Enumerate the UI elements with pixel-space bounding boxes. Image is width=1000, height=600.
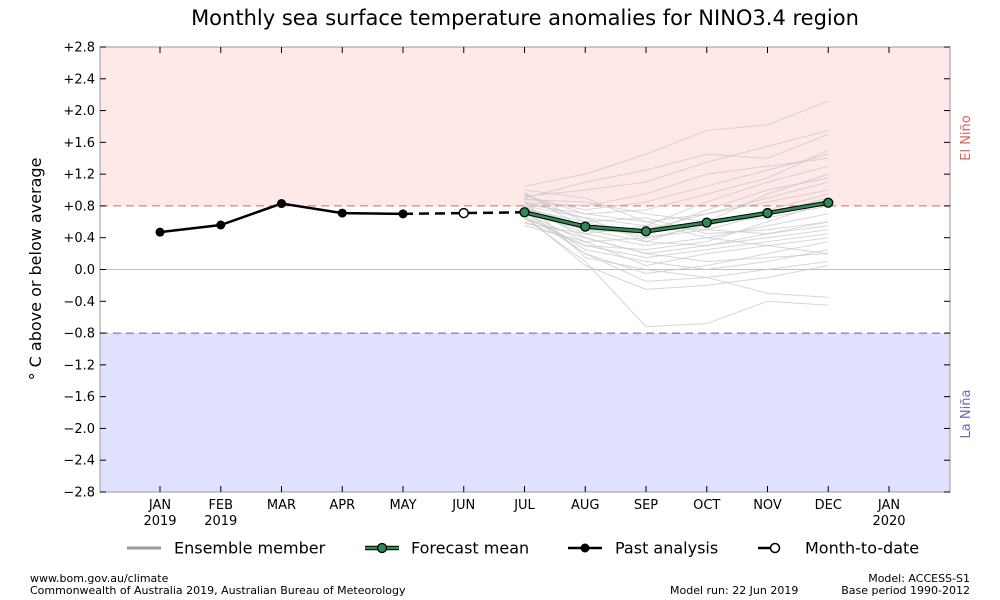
el-nino-label: El Niño (959, 115, 974, 161)
ensemble-member-line (524, 129, 829, 197)
ensemble-member-line (524, 221, 829, 259)
ensemble-member-line (524, 177, 829, 235)
y-tick-label: +2.4 (63, 72, 95, 87)
x-tick-label: MAY (389, 498, 416, 513)
y-tick-label: +0.4 (63, 231, 95, 246)
ensemble-member-line (524, 215, 829, 290)
footer-model: Model: ACCESS-S1 (868, 572, 970, 585)
ensemble-member-line (524, 189, 829, 255)
chart-title: Monthly sea surface temperature anomalie… (191, 6, 859, 30)
y-tick-label: +2.0 (63, 104, 95, 119)
y-tick-label: −2.8 (63, 486, 95, 501)
x-tick-label: OCT (693, 498, 720, 513)
ensemble-member-line (524, 218, 829, 263)
ensemble-member-line (524, 212, 829, 267)
ensemble-member-line (524, 200, 829, 298)
ensemble-member-line (524, 165, 829, 227)
month-to-date-line (402, 211, 525, 216)
el-nino-region (100, 47, 950, 206)
legend-label: Forecast mean (411, 539, 529, 558)
x-tick-label: JUN (451, 498, 475, 513)
y-tick-label: +1.6 (63, 136, 95, 151)
y-tick-label: +0.8 (63, 199, 95, 214)
x-tick-label: JUL (513, 498, 535, 513)
la-nina-region (100, 333, 950, 492)
x-tick-label: AUG (571, 498, 599, 513)
y-tick-label: −1.6 (63, 390, 95, 405)
x-tick-label: JAN 2020 (872, 498, 905, 529)
x-tick-label: FEB 2019 (204, 498, 237, 529)
legend-forecast-marker (376, 542, 388, 554)
forecast-mean-point (823, 197, 834, 208)
forecast-mean-point (640, 226, 652, 237)
y-tick-label: −2.0 (63, 422, 95, 437)
ensemble-member-line (524, 157, 829, 207)
ensemble-member-line (524, 201, 829, 251)
forecast-mean-line (524, 201, 829, 233)
month-to-date-point (458, 207, 469, 219)
y-tick-label: −0.8 (63, 327, 95, 342)
forecast-mean-point (580, 221, 591, 232)
forecast-mean-point (762, 207, 773, 219)
ensemble-member-line (524, 189, 829, 223)
legend-label: Ensemble member (174, 539, 326, 558)
past-analysis-point (155, 227, 165, 237)
past-analysis-point (216, 220, 226, 230)
y-tick-label: 0.0 (74, 263, 95, 278)
legend-label: Month-to-date (805, 539, 919, 558)
ensemble-member-line (524, 209, 829, 247)
legend-mtd-marker (769, 542, 781, 554)
footer-base-period: Base period 1990-2012 (841, 584, 970, 597)
past-analysis-point (277, 199, 286, 209)
y-tick-label: −1.2 (63, 358, 95, 373)
ensemble-member-line (524, 153, 829, 211)
legend-past-marker (580, 543, 590, 553)
footer-url: www.bom.gov.au/climate (30, 572, 169, 585)
footer-model-run: Model run: 22 Jun 2019 (670, 584, 799, 597)
x-tick-label: NOV (753, 498, 782, 513)
ensemble-member-line (524, 133, 829, 199)
y-axis-label: ° C above or below average (26, 158, 45, 381)
legend-label: Past analysis (615, 539, 718, 558)
past-analysis-point (337, 208, 347, 218)
y-tick-label: +1.2 (63, 168, 95, 183)
x-tick-label: MAR (267, 498, 296, 513)
ensemble-member-line (524, 217, 829, 328)
ensemble-member-line (524, 210, 829, 282)
forecast-mean-point (701, 217, 712, 228)
forecast-mean-point (519, 207, 530, 218)
y-tick-label: −0.4 (63, 295, 95, 310)
footer-copyright: Commonwealth of Australia 2019, Australi… (30, 584, 406, 597)
x-tick-label: DEC (815, 498, 842, 513)
x-tick-label: JAN 2019 (143, 498, 176, 529)
ensemble-member-line (524, 149, 829, 215)
ensemble-member-line (524, 211, 829, 271)
y-tick-label: +2.8 (63, 41, 95, 56)
ensemble-member-line (524, 100, 829, 187)
ensemble-member-line (524, 205, 829, 247)
x-tick-label: APR (329, 498, 355, 513)
x-tick-label: SEP (634, 498, 658, 513)
la-nina-label: La Niña (959, 390, 974, 439)
y-tick-label: −2.4 (63, 454, 95, 469)
